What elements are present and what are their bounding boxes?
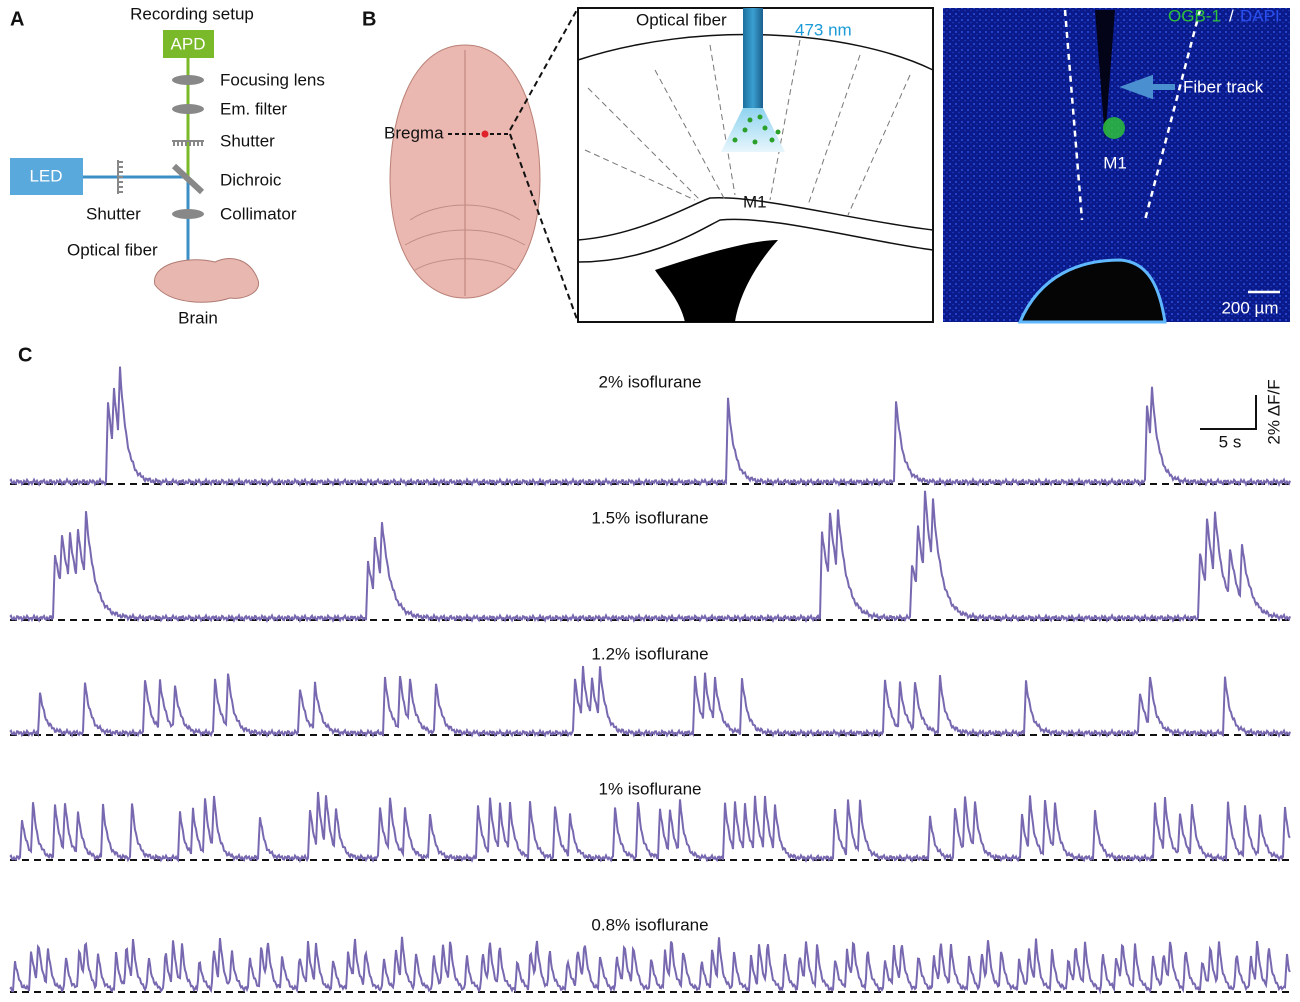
scale-bar [1200,395,1257,430]
component-label: Shutter [86,204,141,223]
fiber-label: Optical fiber [636,10,727,29]
led-box [10,158,83,195]
section-outline [577,33,934,263]
stain-separator: / [1229,6,1234,25]
component-label: Shutter [220,131,275,150]
lens [172,75,204,85]
trace [9,490,1291,623]
shutter [117,160,123,194]
scale-x: 5 s [1219,432,1242,451]
bregma-label: Bregma [384,123,444,142]
scale-y: 2% ΔF/F [1264,379,1283,444]
panel-label: C [18,344,32,366]
trace-title: 2% isoflurane [598,372,701,391]
shutter [172,140,204,146]
ventricle-image [1017,258,1167,324]
fiber [743,8,763,108]
panel-label: A [10,8,24,30]
image-region-label: M1 [1103,153,1127,172]
dichroic-mirror [171,163,205,195]
trace [9,936,1291,995]
component-label: Em. filter [220,99,287,118]
fiber-lesion [1095,10,1115,140]
stain-green: OGB-1 [1168,6,1221,25]
trace [9,791,1291,863]
scale-label: 200 µm [1221,298,1278,317]
track-lines [1063,9,1202,221]
trace-title: 1.5% isoflurane [591,508,708,527]
led-label: LED [29,166,62,185]
indicator-dots [732,114,781,145]
component-label: Optical fiber [67,240,158,259]
filter [172,104,204,114]
setup-title: Recording setup [130,4,254,23]
trace-title: 0.8% isoflurane [591,915,708,934]
zoom-lines [509,7,579,323]
brain-side [154,258,260,303]
trace [9,666,1291,738]
apd-box [163,30,214,58]
trace-title: 1.2% isoflurane [591,644,708,663]
brain-folds [404,204,526,271]
component-label: Brain [178,308,218,327]
stain-blue: DAPI [1240,6,1280,25]
area-borders [584,39,911,216]
track-label: Fiber track [1183,77,1264,96]
indicator-spot [1103,117,1125,139]
component-label: Dichroic [220,170,282,189]
track-arrow [1119,74,1175,100]
trace-title: 1% isoflurane [598,779,701,798]
collimator [172,209,204,219]
panel-label: B [362,8,376,30]
trace [9,366,1291,487]
component-label: Collimator [220,204,297,223]
region-label: M1 [743,192,767,211]
apd-label: APD [171,34,206,53]
site-dot [481,130,489,138]
wavelength-label: 473 nm [795,20,852,39]
component-label: Focusing lens [220,70,325,89]
ventricle [655,240,778,322]
